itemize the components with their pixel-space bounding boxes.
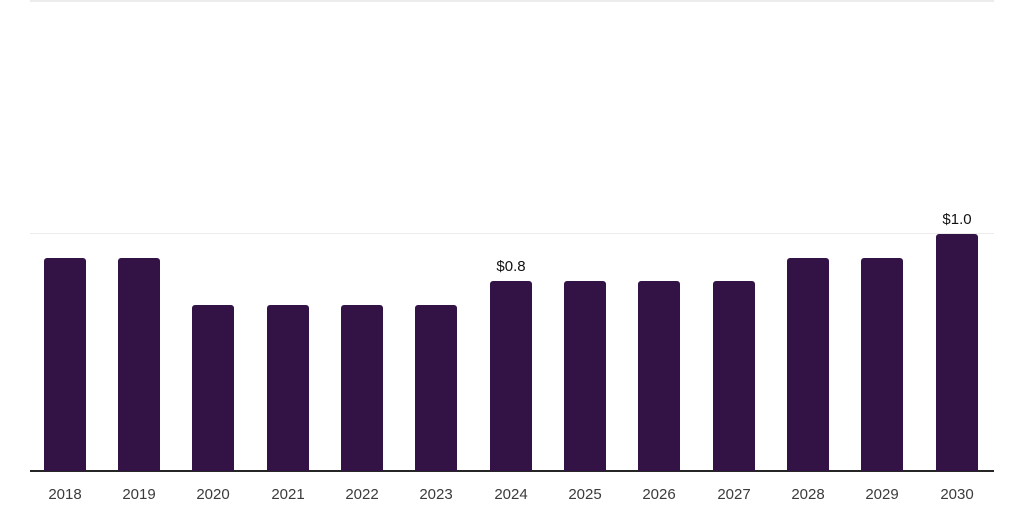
x-tick-label: 2030 bbox=[940, 486, 974, 503]
bar-2028 bbox=[787, 258, 829, 471]
x-tick-label: 2019 bbox=[122, 486, 156, 503]
x-axis-line bbox=[30, 470, 994, 472]
bar-2018 bbox=[44, 258, 86, 471]
bar-2025 bbox=[564, 281, 606, 471]
bar-2024 bbox=[490, 281, 532, 471]
x-tick-label: 2023 bbox=[419, 486, 453, 503]
bar-2022 bbox=[341, 305, 383, 471]
x-tick-label: 2029 bbox=[865, 486, 899, 503]
x-tick-label: 2027 bbox=[717, 486, 751, 503]
x-tick-label: 2020 bbox=[196, 486, 230, 503]
data-label: $0.8 bbox=[496, 258, 526, 275]
x-tick-label: 2018 bbox=[48, 486, 82, 503]
x-tick-label: 2025 bbox=[568, 486, 602, 503]
x-tick-label: 2026 bbox=[642, 486, 676, 503]
bar-2019 bbox=[118, 258, 160, 471]
bar-2023 bbox=[415, 305, 457, 471]
x-tick-label: 2024 bbox=[494, 486, 528, 503]
x-tick-label: 2028 bbox=[791, 486, 825, 503]
bar-2020 bbox=[192, 305, 234, 471]
bar-2026 bbox=[638, 281, 680, 471]
bar-2021 bbox=[267, 305, 309, 471]
x-tick-label: 2022 bbox=[345, 486, 379, 503]
gridline bbox=[30, 0, 994, 2]
x-tick-label: 2021 bbox=[271, 486, 305, 503]
bar-2029 bbox=[861, 258, 903, 471]
bar-2030 bbox=[936, 234, 978, 471]
data-label: $1.0 bbox=[942, 211, 972, 228]
bar-2027 bbox=[713, 281, 755, 471]
gridline bbox=[30, 233, 994, 234]
